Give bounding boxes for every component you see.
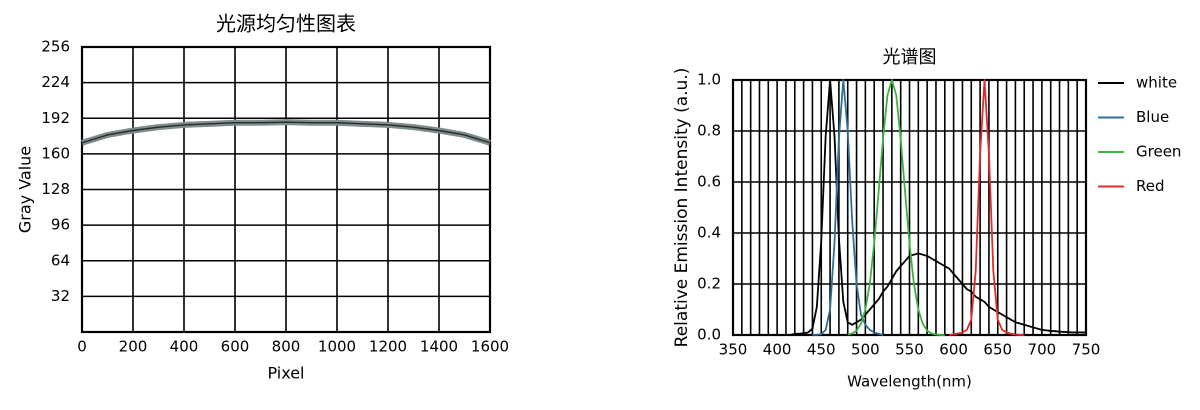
x-tick-label: 1600 [471, 338, 509, 356]
line [777, 79, 1086, 336]
x-tick-label: 0 [77, 338, 87, 356]
y-tick-label: 0.8 [697, 122, 721, 140]
x-tick-label: 200 [119, 338, 148, 356]
line [847, 79, 945, 336]
y-tick-label: 256 [41, 38, 70, 56]
y-axis-label: Relative Emission Intensity (a.u.) [672, 68, 692, 348]
x-tick-label: 1400 [420, 338, 458, 356]
chart-title: 光谱图 [883, 47, 937, 68]
chart-title: 光源均匀性图表 [216, 12, 356, 36]
x-tick-label: 350 [719, 341, 748, 359]
y-tick-label: 160 [41, 144, 70, 162]
plot-border [80, 45, 492, 334]
x-tick-label: 1200 [369, 338, 407, 356]
x-tick-label: 700 [1028, 341, 1057, 359]
x-tick-label: 650 [983, 341, 1012, 359]
y-tick-label: 128 [41, 180, 70, 198]
y-tick-label: 0.6 [697, 173, 721, 191]
line [81, 121, 491, 144]
x-tick-label: 800 [272, 338, 301, 356]
line [812, 79, 884, 336]
x-tick-label: 600 [221, 338, 250, 356]
x-tick-label: 550 [895, 341, 924, 359]
x-tick-label: 1000 [318, 338, 356, 356]
x-tick-label: 500 [851, 341, 880, 359]
legend-label: Green [1136, 143, 1181, 161]
plot-border [731, 78, 1088, 337]
x-axis-label: Wavelength(nm) [847, 373, 972, 391]
y-tick-label: 96 [51, 216, 70, 234]
x-tick-label: 450 [807, 341, 836, 359]
y-tick-label: 0.0 [697, 326, 721, 344]
y-tick-label: 192 [41, 109, 70, 127]
x-tick-label: 750 [1072, 341, 1101, 359]
y-axis-label: Gray Value [16, 146, 35, 233]
legend-label: Blue [1136, 108, 1169, 126]
x-axis-label: Pixel [267, 364, 304, 383]
y-tick-label: 0.2 [697, 275, 721, 293]
y-tick-label: 0.4 [697, 224, 721, 242]
y-tick-label: 224 [41, 73, 70, 91]
y-tick-label: 32 [51, 287, 70, 305]
y-tick-label: 1.0 [697, 71, 721, 89]
x-tick-label: 600 [939, 341, 968, 359]
line [949, 79, 1025, 336]
legend-label: white [1136, 74, 1177, 92]
x-tick-label: 400 [170, 338, 199, 356]
x-tick-label: 400 [763, 341, 792, 359]
legend-label: Red [1136, 177, 1165, 195]
y-tick-label: 64 [51, 251, 70, 269]
